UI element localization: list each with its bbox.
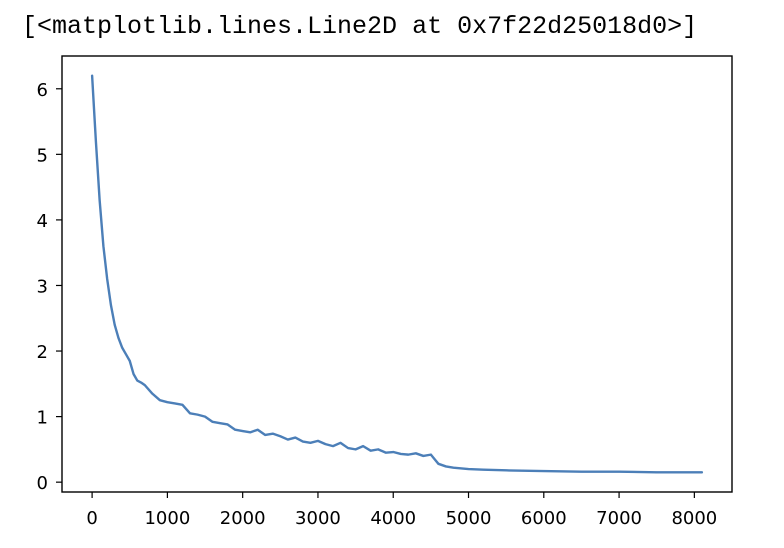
data-point (272, 433, 274, 435)
data-point (467, 468, 470, 470)
data-point (287, 438, 289, 441)
axes-frame (61, 55, 733, 493)
data-point (234, 429, 236, 431)
y-tick-label: 5 (37, 145, 48, 166)
data-point (482, 469, 485, 471)
x-tick-label: 7000 (596, 508, 642, 529)
data-point (242, 430, 244, 432)
data-point (452, 467, 455, 469)
y-tick-label: 6 (37, 80, 48, 101)
data-point (618, 471, 620, 473)
data-point (580, 471, 583, 473)
y-tick-label: 3 (37, 276, 48, 297)
data-point (121, 347, 123, 349)
data-point (339, 442, 342, 444)
data-point (400, 453, 402, 455)
data-point (136, 379, 138, 382)
data-point (415, 452, 417, 454)
data-point (693, 471, 695, 473)
data-point (151, 393, 153, 395)
y-tick-label: 2 (37, 342, 48, 363)
data-point (332, 445, 334, 447)
data-point (174, 402, 176, 405)
data-point (422, 455, 424, 457)
data-point (354, 448, 357, 450)
data-point (257, 429, 259, 431)
data-point (434, 458, 436, 460)
data-point (204, 416, 206, 418)
data-point (159, 399, 161, 401)
line-layer (90, 74, 704, 474)
data-point (144, 384, 146, 386)
data-point (437, 463, 440, 465)
x-tick-label: 5000 (446, 508, 492, 529)
x-tick-label: 1000 (144, 508, 190, 529)
data-point (110, 304, 112, 306)
x-tick-label: 2000 (220, 508, 266, 529)
data-point (102, 245, 105, 247)
data-point (132, 373, 135, 375)
data-point (99, 199, 101, 201)
data-point (279, 435, 281, 437)
data-point (264, 434, 266, 436)
data-point (196, 414, 199, 416)
data-point (385, 452, 387, 454)
data-point (370, 450, 372, 452)
data-point (227, 423, 229, 426)
data-point (309, 442, 312, 444)
x-tick-label: 3000 (295, 508, 341, 529)
x-tick-label: 0 (86, 508, 97, 529)
data-point (140, 381, 142, 384)
y-tick-label: 4 (37, 211, 48, 232)
x-tick-label: 4000 (370, 508, 416, 529)
data-point (445, 465, 447, 468)
data-point (347, 447, 349, 449)
x-tick-label: 8000 (671, 508, 717, 529)
data-point (189, 412, 191, 414)
data-point (430, 454, 432, 456)
data-point (129, 360, 131, 362)
data-point (392, 451, 394, 453)
data-point (125, 353, 127, 355)
data-point (117, 337, 120, 339)
data-point (362, 445, 364, 447)
x-tick-label: 6000 (521, 508, 567, 529)
data-point (377, 448, 379, 450)
data-point (294, 436, 296, 439)
data-point (324, 443, 327, 445)
data-point (219, 422, 221, 424)
series-line-0 (90, 74, 704, 474)
data-point (211, 421, 214, 423)
data-point (114, 324, 116, 326)
data-point (543, 470, 545, 472)
data-point (106, 278, 108, 280)
data-point (249, 431, 251, 433)
data-point (407, 454, 409, 456)
data-point (701, 471, 703, 473)
cell-output-text: [<matplotlib.lines.Line2D at 0x7f22d2501… (22, 12, 698, 41)
data-point (95, 140, 97, 142)
data-point (91, 75, 93, 77)
data-point (181, 404, 184, 406)
tick-layer: 0 1000 2000 3000 4000 5000 6000 7000 8000 0 1 2 3 4 5 6 (37, 80, 718, 529)
data-point (166, 401, 168, 403)
y-tick-label: 1 (37, 408, 48, 429)
data-point (317, 440, 319, 442)
y-tick-label: 0 (37, 473, 48, 494)
data-point (302, 440, 304, 443)
data-point (505, 469, 507, 471)
data-point (656, 471, 658, 473)
